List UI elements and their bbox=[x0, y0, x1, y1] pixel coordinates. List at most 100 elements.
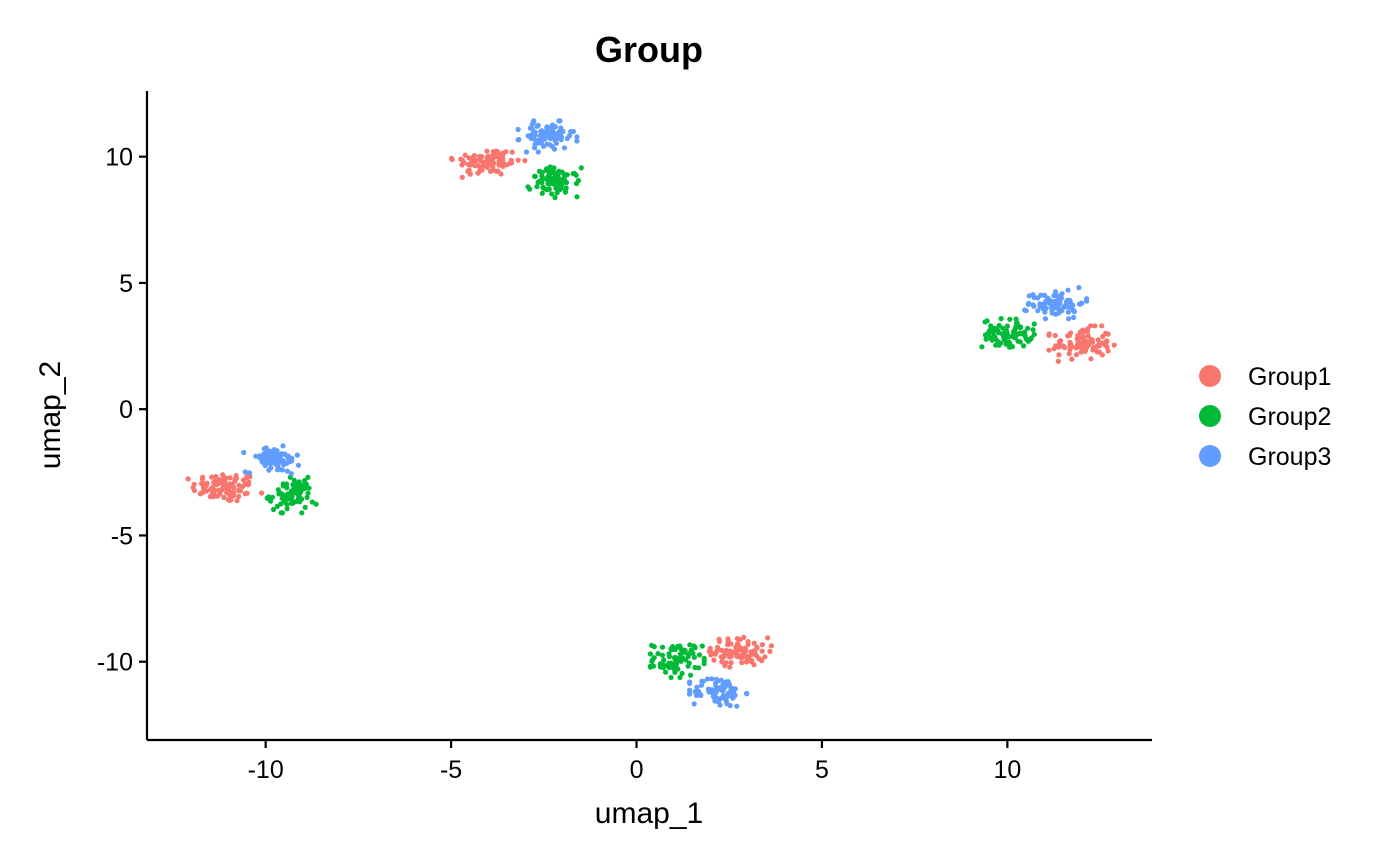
data-point bbox=[1069, 356, 1075, 362]
data-point bbox=[553, 182, 559, 188]
data-point bbox=[1088, 356, 1094, 362]
legend-key-group3 bbox=[1199, 445, 1221, 467]
data-point bbox=[551, 165, 557, 171]
data-point bbox=[672, 654, 678, 661]
legend-label: Group2 bbox=[1248, 403, 1331, 431]
data-point bbox=[555, 175, 562, 181]
data-point bbox=[718, 654, 724, 660]
data-point bbox=[739, 660, 745, 666]
data-point bbox=[1017, 330, 1023, 336]
data-point bbox=[1084, 298, 1090, 304]
data-point bbox=[554, 170, 560, 176]
y-tick-label: 10 bbox=[105, 144, 133, 172]
data-point bbox=[285, 491, 291, 497]
data-point bbox=[679, 670, 685, 677]
data-point bbox=[705, 676, 711, 682]
data-point bbox=[745, 639, 751, 645]
x-tick-label: -5 bbox=[440, 756, 462, 784]
data-point bbox=[1035, 295, 1041, 301]
data-point bbox=[1056, 310, 1062, 316]
data-point bbox=[227, 475, 233, 481]
data-point bbox=[486, 160, 492, 166]
data-point bbox=[200, 474, 206, 480]
data-point bbox=[727, 664, 733, 670]
data-point bbox=[484, 164, 490, 170]
data-point bbox=[1006, 344, 1013, 350]
data-point bbox=[1004, 328, 1010, 334]
data-point bbox=[725, 651, 731, 657]
data-point bbox=[309, 499, 315, 505]
data-point bbox=[701, 655, 707, 662]
data-point bbox=[1071, 314, 1077, 321]
data-point bbox=[714, 676, 720, 683]
data-point bbox=[1042, 309, 1048, 315]
data-point bbox=[495, 168, 501, 174]
chart-title: Group bbox=[595, 29, 703, 70]
legend-label: Group3 bbox=[1248, 443, 1331, 471]
data-point bbox=[734, 641, 741, 647]
data-point bbox=[545, 180, 552, 186]
data-point bbox=[313, 501, 319, 507]
data-point bbox=[203, 488, 210, 494]
y-tick-label: 0 bbox=[119, 396, 133, 424]
data-point bbox=[723, 698, 729, 704]
data-point bbox=[687, 687, 693, 693]
data-point bbox=[698, 692, 704, 699]
data-point bbox=[675, 666, 681, 672]
data-point bbox=[221, 494, 227, 500]
data-point bbox=[712, 651, 718, 657]
data-point bbox=[1026, 293, 1032, 299]
data-point bbox=[1067, 345, 1073, 351]
data-point bbox=[1075, 342, 1081, 348]
data-point bbox=[1030, 327, 1036, 333]
data-point bbox=[459, 174, 465, 180]
data-point bbox=[691, 701, 697, 707]
data-point bbox=[661, 657, 667, 663]
data-point bbox=[1051, 293, 1057, 299]
data-point bbox=[1104, 339, 1110, 345]
data-point bbox=[1066, 351, 1072, 357]
data-point bbox=[1025, 301, 1031, 307]
data-point bbox=[302, 478, 308, 484]
data-point bbox=[557, 187, 563, 193]
data-point bbox=[1042, 316, 1049, 322]
data-point bbox=[699, 678, 705, 684]
data-point bbox=[1001, 336, 1007, 342]
data-point bbox=[1085, 333, 1091, 339]
data-point bbox=[678, 645, 684, 652]
data-point bbox=[715, 644, 721, 651]
data-point bbox=[742, 652, 748, 658]
data-point bbox=[696, 652, 703, 658]
data-point bbox=[1014, 320, 1020, 326]
data-point bbox=[1082, 348, 1088, 354]
data-point bbox=[1053, 343, 1059, 349]
data-point bbox=[999, 331, 1005, 337]
data-point bbox=[515, 157, 521, 163]
data-point bbox=[245, 482, 251, 488]
data-point bbox=[304, 494, 310, 500]
data-point bbox=[759, 648, 765, 654]
data-point bbox=[516, 136, 522, 143]
data-point bbox=[1052, 289, 1059, 295]
data-point bbox=[1022, 329, 1028, 335]
y-axis-title: umap_2 bbox=[34, 361, 67, 469]
data-point bbox=[487, 168, 494, 174]
data-point bbox=[284, 468, 290, 474]
data-point bbox=[1066, 316, 1072, 322]
data-point bbox=[714, 695, 720, 701]
data-point bbox=[286, 456, 293, 462]
data-point bbox=[728, 660, 734, 666]
data-point bbox=[532, 129, 538, 135]
data-point bbox=[1046, 331, 1052, 337]
data-point bbox=[1000, 325, 1006, 331]
data-point bbox=[754, 644, 760, 650]
data-point bbox=[696, 665, 702, 671]
data-point bbox=[1058, 295, 1065, 301]
data-point bbox=[751, 640, 757, 646]
data-point bbox=[1025, 325, 1031, 331]
data-point bbox=[475, 170, 481, 176]
data-point bbox=[1075, 338, 1081, 344]
data-point bbox=[574, 138, 580, 144]
data-point bbox=[1030, 302, 1036, 308]
data-point bbox=[1078, 349, 1084, 355]
